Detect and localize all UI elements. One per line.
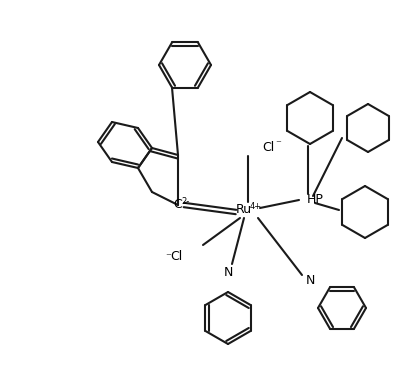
Text: Cl: Cl [171,251,183,263]
Text: 4+: 4+ [249,203,261,211]
Text: Ru: Ru [235,203,252,217]
Text: 2-: 2- [181,197,190,206]
Text: HP: HP [306,194,323,206]
Text: ⁻: ⁻ [165,252,171,262]
Text: N: N [223,265,232,279]
Text: C: C [173,199,182,211]
Text: N: N [305,274,314,286]
Text: Cl: Cl [261,142,273,154]
Text: ⁻: ⁻ [274,139,280,149]
